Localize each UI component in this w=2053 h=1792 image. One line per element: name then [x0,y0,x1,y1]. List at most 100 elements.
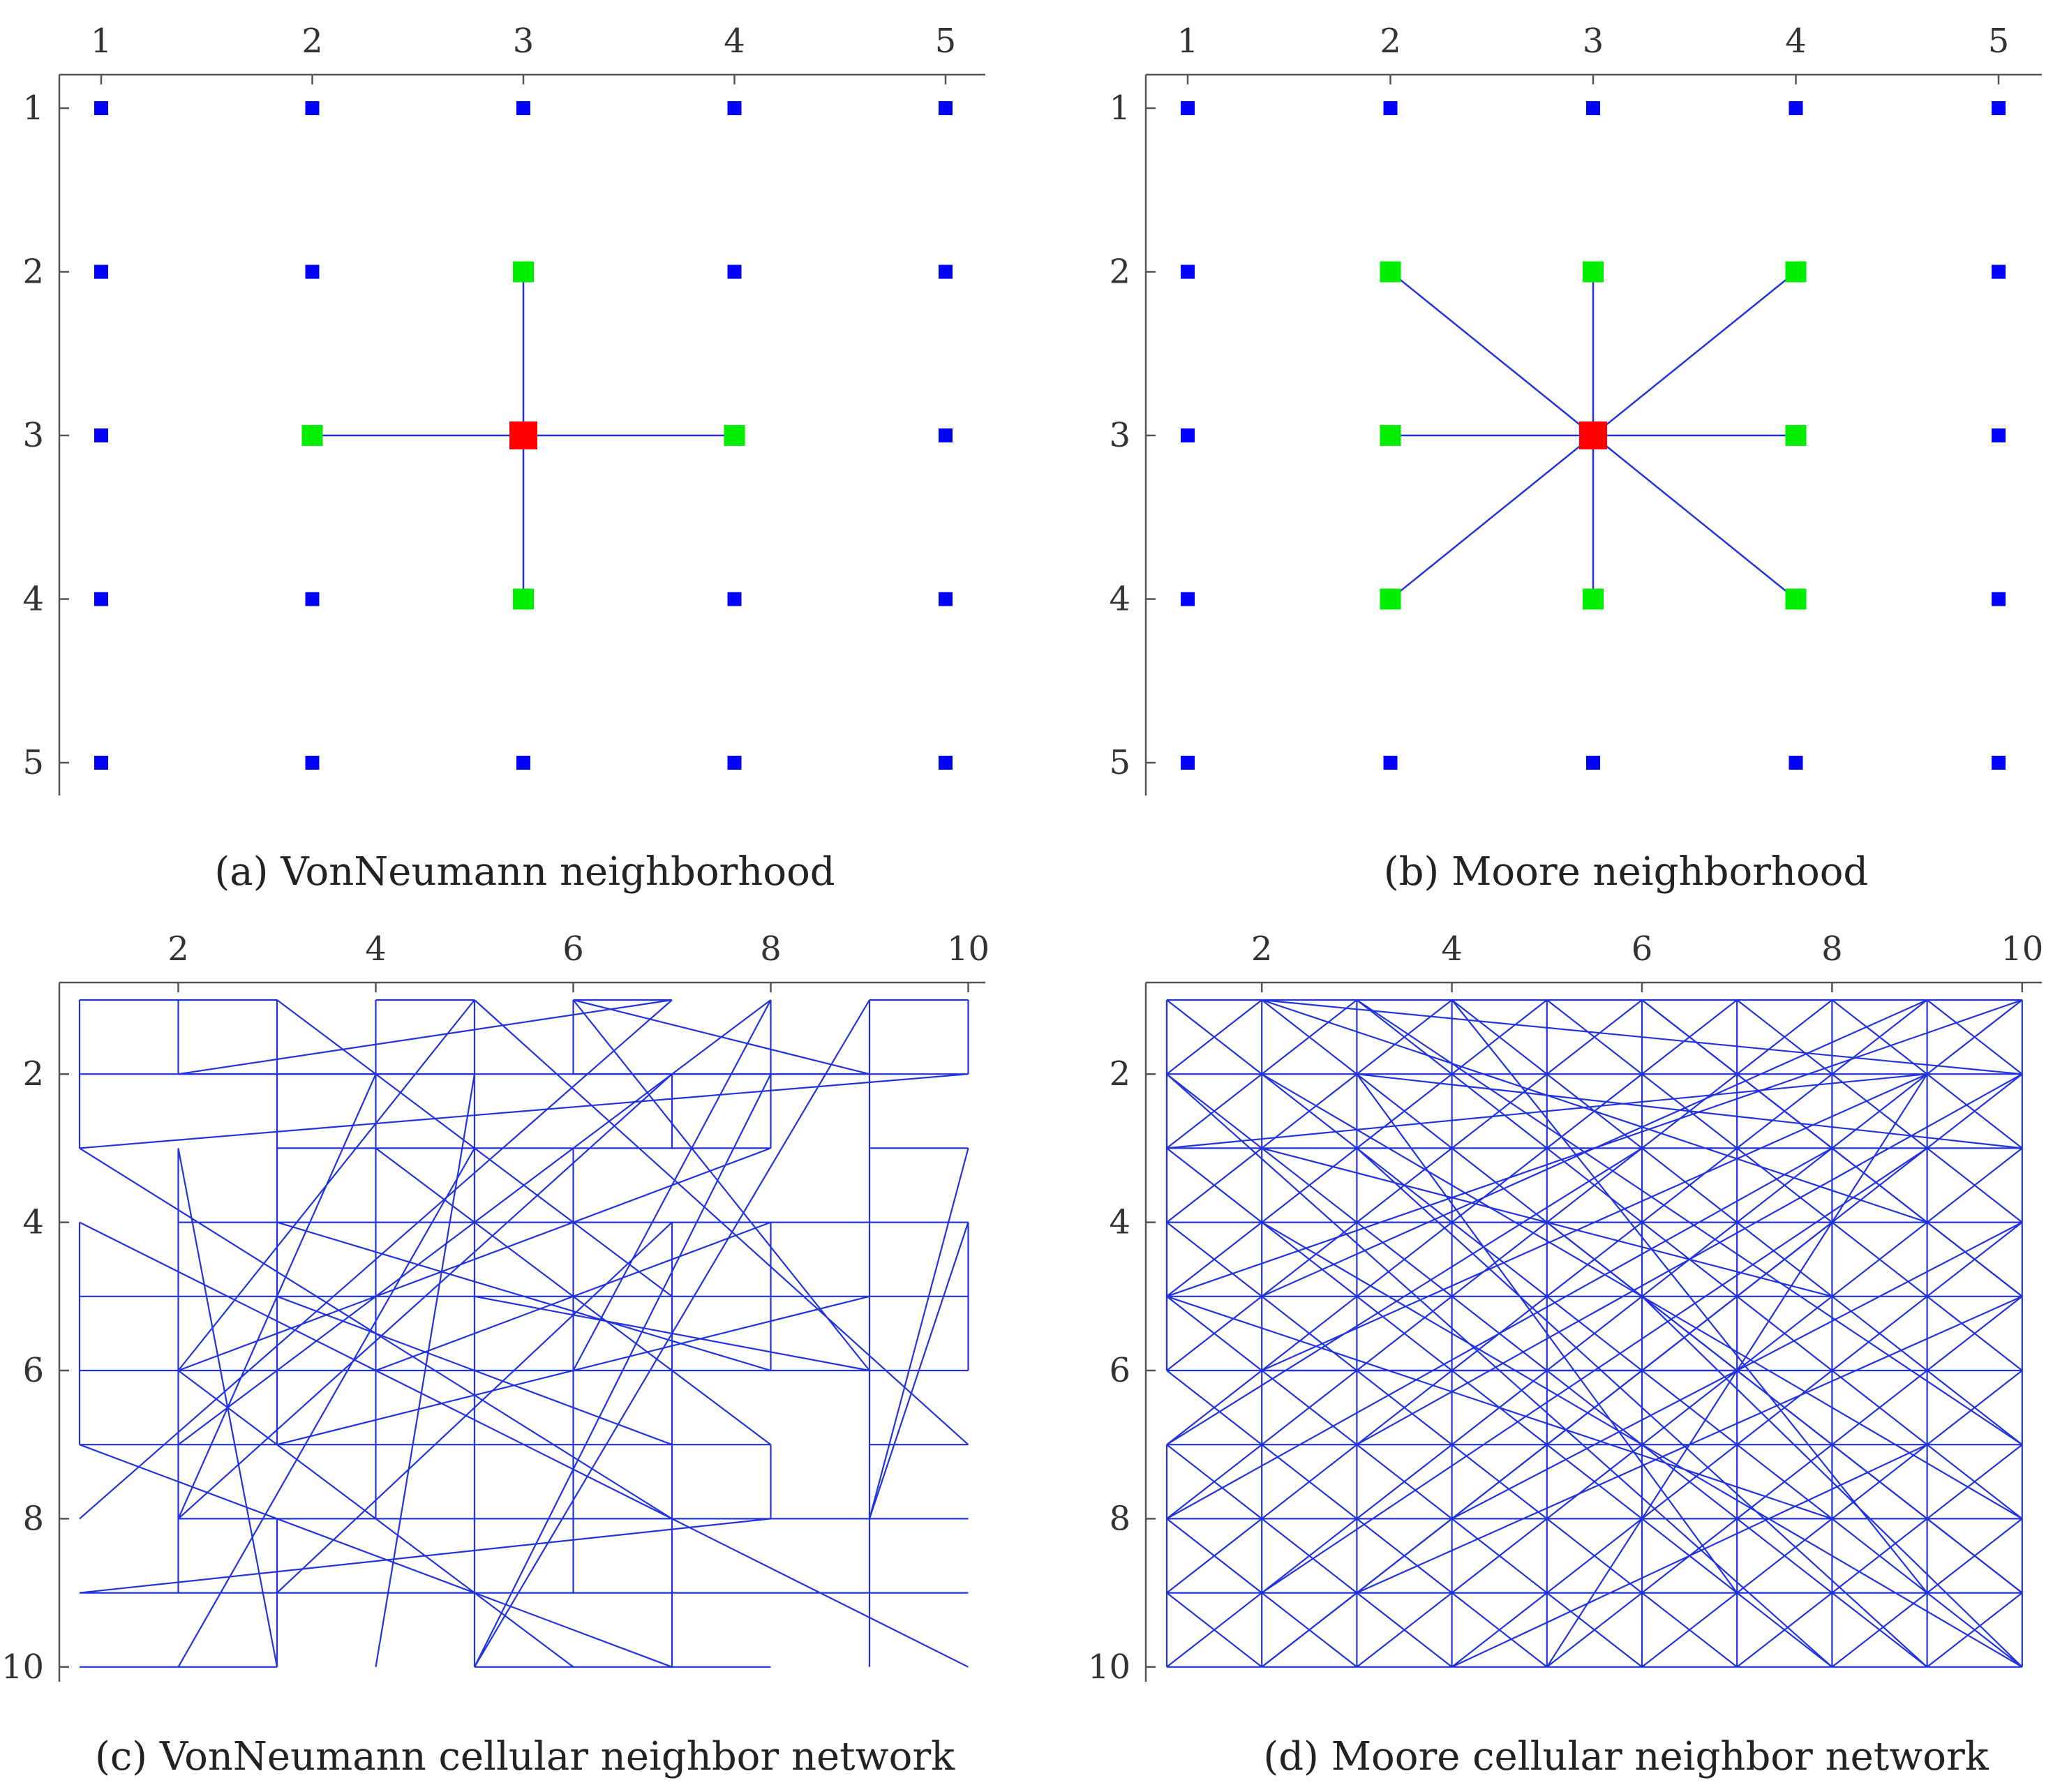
network-edge [1831,1518,1928,1594]
x-tick-label: 5 [935,22,957,61]
network-edge [1356,1147,1928,1668]
network-edge [1451,999,1928,1594]
network-edge [1166,1295,1262,1371]
network-edge [1926,1370,2023,1446]
network-edge [1546,1444,1643,1520]
cell-node [939,592,953,606]
network-edge [1261,1221,1358,1297]
y-tick-label: 8 [1109,1499,1130,1538]
panel-c-plot: 2 4 6 8 10 2 4 6 8 10 [1,929,990,1687]
network-edge [79,1518,771,1594]
neighbor-edge [1389,435,1594,600]
network-edge [1166,1147,1832,1520]
cell-node [1181,592,1195,606]
network-edge [177,1370,574,1668]
network-edge [375,1074,476,1667]
network-edge [1261,1073,1928,1372]
y-tick-label: 5 [22,743,44,782]
neighbor-edge [1592,271,1797,436]
network-edge [1166,1518,1262,1594]
cell-node [727,264,742,279]
network-edge [1831,1295,1928,1371]
network-edge [1166,1147,1262,1223]
network-edge [1261,1444,1358,1520]
network-edge [868,1222,969,1519]
cell-node [939,756,953,770]
neighbor-edge [1389,271,1594,436]
x-tick-label: 10 [947,929,990,969]
network-edge [1166,1221,1262,1297]
y-tick-label: 4 [22,580,44,619]
cell-node [1181,756,1195,770]
network-edge [1166,1592,1262,1668]
network-edge [1261,1295,1358,1371]
cell-node [94,756,108,770]
caption-d: (d) Moore cellular neighbor network [1263,1734,1989,1779]
network-edge [1641,999,2023,1297]
y-tick-label: 4 [1109,1203,1130,1242]
neighbor-node [1380,261,1401,283]
network-edge [1546,1295,1643,1371]
network-edge [1261,999,1927,1223]
cell-node [1586,756,1600,770]
x-tick-label: 4 [1785,22,1807,61]
x-tick-label: 5 [1988,22,2010,61]
network-edge [1261,1370,1358,1446]
network-edge [1261,1221,1833,1668]
network-edge [868,1148,969,1519]
x-tick-label: 10 [2001,929,2043,969]
x-tick-label: 2 [301,22,323,61]
y-tick-label: 8 [22,1499,44,1538]
cell-node [939,428,953,442]
network-edge [1356,1295,1453,1371]
x-tick-label: 2 [1251,929,1273,969]
neighbor-node [1785,425,1807,446]
network-edge [1451,1221,1548,1297]
panel-a-plot: 1 2 3 4 5 1 2 3 4 5 [22,22,985,796]
y-tick-label: 10 [1088,1648,1130,1687]
network-edge [1831,1592,1928,1668]
network-edge [1641,1592,1738,1668]
x-tick-label: 1 [91,22,112,61]
network-edge [79,1073,969,1149]
cell-node [305,756,320,770]
network-edge [1356,1073,1738,1594]
network-edge [1736,1444,1833,1520]
network-edge [1451,1073,1548,1149]
network-edge [1451,1518,1548,1594]
network-edge [1831,1073,1928,1149]
network-edge [1166,1295,1832,1520]
neighbor-node [1583,588,1604,610]
network-edge [1451,1592,1548,1668]
network-edge [1166,1073,1262,1149]
x-tick-label: 3 [1583,22,1604,61]
cell-node [1992,592,2006,606]
neighbor-node [1785,588,1807,610]
cell-node [1383,756,1398,770]
x-tick-label: 3 [513,22,535,61]
network-edge [1926,999,2023,1075]
y-tick-label: 2 [1109,253,1130,292]
network-edge [1261,999,1928,1297]
y-tick-label: 2 [22,253,44,292]
cell-node [727,101,742,115]
cell-node [305,264,320,279]
network-edge [1356,1221,1453,1297]
x-tick-label: 6 [1632,929,1653,969]
cell-node [94,592,108,606]
cell-node [1181,264,1195,279]
network-edge [1546,1073,1928,1668]
network-edge [1546,1592,1643,1668]
cell-node [1586,101,1600,115]
network-edge [276,1295,673,1446]
network-edge [79,1444,673,1668]
network-edge [1641,1444,1738,1520]
cell-node [305,592,320,606]
caption-a: (a) VonNeumann neighborhood [214,849,835,895]
network-edge [1166,1370,1262,1446]
network-edge [1831,999,1928,1075]
network-edge [1261,1221,2023,1668]
network-edge [1261,1073,1358,1149]
center-node [1579,421,1607,449]
x-tick-label: 8 [760,929,782,969]
